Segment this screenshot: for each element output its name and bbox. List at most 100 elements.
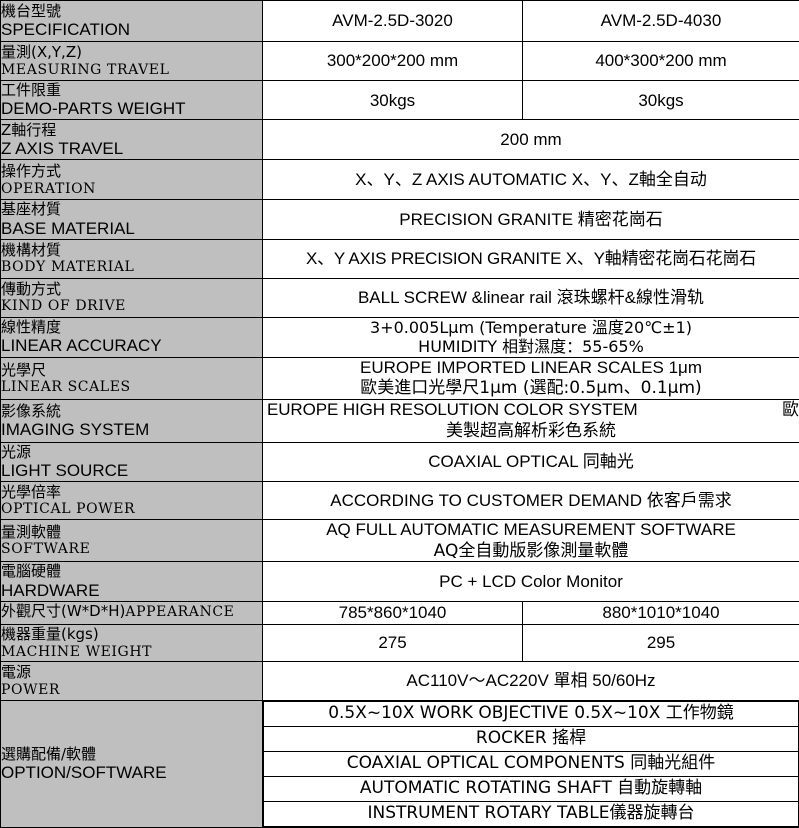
option-item: ROCKER 搖桿 — [264, 726, 799, 751]
row-label-measuring-travel: 量測(X,Y,Z) MEASURING TRAVEL — [1, 42, 263, 81]
value-machine-weight-model1: 275 — [263, 624, 523, 661]
table-row: 線性精度 LINEAR ACCURACY 3+0.005Lμm (Tempera… — [1, 317, 799, 357]
label-zh: 傳動方式 — [1, 280, 262, 298]
row-label-z-axis-travel: Z軸行程 Z AXIS TRAVEL — [1, 120, 263, 160]
label-zh: 操作方式 — [1, 162, 262, 180]
value-appearance-model2: 880*1010*1040 — [523, 601, 799, 624]
label-zh: 機台型號 — [1, 2, 262, 20]
table-row: 外觀尺寸(W*D*H)APPEARANCE 785*860*1040 880*1… — [1, 601, 799, 624]
value-appearance-model1: 785*860*1040 — [263, 601, 523, 624]
label-zh: 量測(X,Y,Z) — [1, 43, 262, 61]
label-zh: 量測軟體 — [1, 523, 262, 541]
row-label-linear-scales: 光學尺 LINEAR SCALES — [1, 357, 263, 399]
label-en: IMAGING SYSTEM — [1, 420, 262, 440]
table-row: 電源 POWER AC110V～AC220V 單相 50/60Hz — [1, 661, 799, 700]
value-line-1: EUROPE IMPORTED LINEAR SCALES 1μm — [263, 358, 799, 379]
label-en: LIGHT SOURCE — [1, 461, 262, 481]
value-machine-weight-model2: 295 — [523, 624, 799, 661]
label-zh: 選購配備/軟體 — [1, 745, 262, 763]
option-item: AUTOMATIC ROTATING SHAFT 自動旋轉軸 — [264, 776, 799, 801]
label-zh: Z軸行程 — [1, 121, 262, 139]
value-kind-of-drive: BALL SCREW &linear rail 滾珠螺杆&線性滑轨 — [263, 278, 799, 317]
table-row: 機構材質 BODY MATERIAL X、Y AXIS PRECISION GR… — [1, 239, 799, 278]
value-demo-parts-weight-model1: 30kgs — [263, 81, 523, 120]
table-row: 操作方式 OPERATION X、Y、Z AXIS AUTOMATIC X、Y、… — [1, 160, 799, 200]
label-en: KIND OF DRIVE — [1, 298, 262, 315]
list-item: ROCKER 搖桿 — [264, 726, 799, 751]
value-measuring-travel-model2: 400*300*200 mm — [523, 42, 799, 81]
table-row: 機台型號 SPECIFICATION AVM-2.5D-3020 AVM-2.5… — [1, 1, 799, 42]
value-line-2: AQ全自動版影像測量軟體 — [263, 541, 799, 562]
label-zh: 機構材質 — [1, 241, 262, 259]
value-light-source: COAXIAL OPTICAL 同軸光 — [263, 442, 799, 481]
row-label-imaging-system: 影像系統 IMAGING SYSTEM — [1, 400, 263, 442]
value-linear-accuracy: 3+0.005Lμm (Temperature 溫度20℃±1) HUMIDIT… — [263, 317, 799, 357]
option-list-cell: 0.5X~10X WORK OBJECTIVE 0.5X~10X 工作物鏡 RO… — [263, 700, 799, 827]
label-zh: 外觀尺寸(W*D*H) — [1, 602, 125, 620]
label-en: LINEAR ACCURACY — [1, 336, 262, 356]
value-line-1: AQ FULL AUTOMATIC MEASUREMENT SOFTWARE — [263, 520, 799, 541]
table-row: 量測(X,Y,Z) MEASURING TRAVEL 300*200*200 m… — [1, 42, 799, 81]
row-label-body-material: 機構材質 BODY MATERIAL — [1, 239, 263, 278]
value-linear-scales: EUROPE IMPORTED LINEAR SCALES 1μm 歐美進口光學… — [263, 357, 799, 399]
label-en: LINEAR SCALES — [1, 379, 262, 396]
label-zh: 光源 — [1, 443, 262, 461]
table-row: 光學倍率 OPTICAL POWER ACCORDING TO CUSTOMER… — [1, 482, 799, 520]
label-en: POWER — [1, 682, 262, 699]
label-en: SPECIFICATION — [1, 20, 262, 40]
list-item: AUTOMATIC ROTATING SHAFT 自動旋轉軸 — [264, 776, 799, 801]
table-row: 傳動方式 KIND OF DRIVE BALL SCREW &linear ra… — [1, 278, 799, 317]
table-row: Z軸行程 Z AXIS TRAVEL 200 mm — [1, 120, 799, 160]
list-item: 0.5X~10X WORK OBJECTIVE 0.5X~10X 工作物鏡 — [264, 701, 799, 726]
label-zh: 工件限重 — [1, 81, 262, 99]
value-z-axis-travel: 200 mm — [263, 120, 799, 160]
table-row: 基座材質 BASE MATERIAL PRECISION GRANITE 精密花… — [1, 200, 799, 239]
row-label-linear-accuracy: 線性精度 LINEAR ACCURACY — [1, 317, 263, 357]
label-en: BODY MATERIAL — [1, 259, 262, 276]
value-line-1: 3+0.005Lμm (Temperature 溫度20℃±1) — [263, 318, 799, 338]
label-en: SOFTWARE — [1, 541, 262, 558]
table-row: 影像系統 IMAGING SYSTEM EUROPE HIGH RESOLUTI… — [1, 400, 799, 442]
table-row: 選購配備/軟體 OPTION/SOFTWARE 0.5X~10X WORK OB… — [1, 700, 799, 827]
table-row: 工件限重 DEMO-PARTS WEIGHT 30kgs 30kgs — [1, 81, 799, 120]
label-zh: 光學倍率 — [1, 483, 262, 501]
label-zh: 基座材質 — [1, 200, 262, 218]
value-base-material: PRECISION GRANITE 精密花崗石 — [263, 200, 799, 239]
value-line-2: HUMIDITY 相對濕度：55-65% — [263, 337, 799, 357]
label-zh: 線性精度 — [1, 318, 262, 336]
row-label-demo-parts-weight: 工件限重 DEMO-PARTS WEIGHT — [1, 81, 263, 120]
option-item: COAXIAL OPTICAL COMPONENTS 同軸光組件 — [264, 751, 799, 776]
value-operation: X、Y、Z AXIS AUTOMATIC X、Y、Z軸全自动 — [263, 160, 799, 200]
label-en: Z AXIS TRAVEL — [1, 139, 262, 159]
label-en: HARDWARE — [1, 581, 262, 601]
list-item: COAXIAL OPTICAL COMPONENTS 同軸光組件 — [264, 751, 799, 776]
row-label-light-source: 光源 LIGHT SOURCE — [1, 442, 263, 481]
list-item: INSTRUMENT ROTARY TABLE儀器旋轉台 — [264, 801, 799, 826]
row-label-appearance: 外觀尺寸(W*D*H)APPEARANCE — [1, 601, 263, 624]
value-line-2: 歐美進口光學尺1μm (選配:0.5μm、0.1μm) — [263, 378, 799, 399]
row-label-power: 電源 POWER — [1, 661, 263, 700]
value-demo-parts-weight-model2: 30kgs — [523, 81, 799, 120]
label-zh: 光學尺 — [1, 361, 262, 379]
label-en: DEMO-PARTS WEIGHT — [1, 99, 262, 119]
table-row: 光學尺 LINEAR SCALES EUROPE IMPORTED LINEAR… — [1, 357, 799, 399]
row-label-operation: 操作方式 OPERATION — [1, 160, 263, 200]
row-label-optical-power: 光學倍率 OPTICAL POWER — [1, 482, 263, 520]
row-label-base-material: 基座材質 BASE MATERIAL — [1, 200, 263, 239]
label-zh: 電腦硬體 — [1, 562, 262, 580]
value-hardware: PC + LCD Color Monitor — [263, 562, 799, 601]
option-item: INSTRUMENT ROTARY TABLE儀器旋轉台 — [264, 801, 799, 826]
label-en: MEASURING TRAVEL — [1, 62, 262, 79]
label-zh: 影像系統 — [1, 402, 262, 420]
value-power: AC110V～AC220V 單相 50/60Hz — [263, 661, 799, 700]
table-row: 電腦硬體 HARDWARE PC + LCD Color Monitor — [1, 562, 799, 601]
row-label-kind-of-drive: 傳動方式 KIND OF DRIVE — [1, 278, 263, 317]
value-line-1-main: EUROPE HIGH RESOLUTION COLOR SYSTEM — [267, 400, 638, 419]
label-en: OPTICAL POWER — [1, 501, 262, 518]
option-list: 0.5X~10X WORK OBJECTIVE 0.5X~10X 工作物鏡 RO… — [263, 701, 799, 827]
option-item: 0.5X~10X WORK OBJECTIVE 0.5X~10X 工作物鏡 — [264, 701, 799, 726]
row-label-machine-weight: 機器重量(kgs) MACHINE WEIGHT — [1, 624, 263, 661]
